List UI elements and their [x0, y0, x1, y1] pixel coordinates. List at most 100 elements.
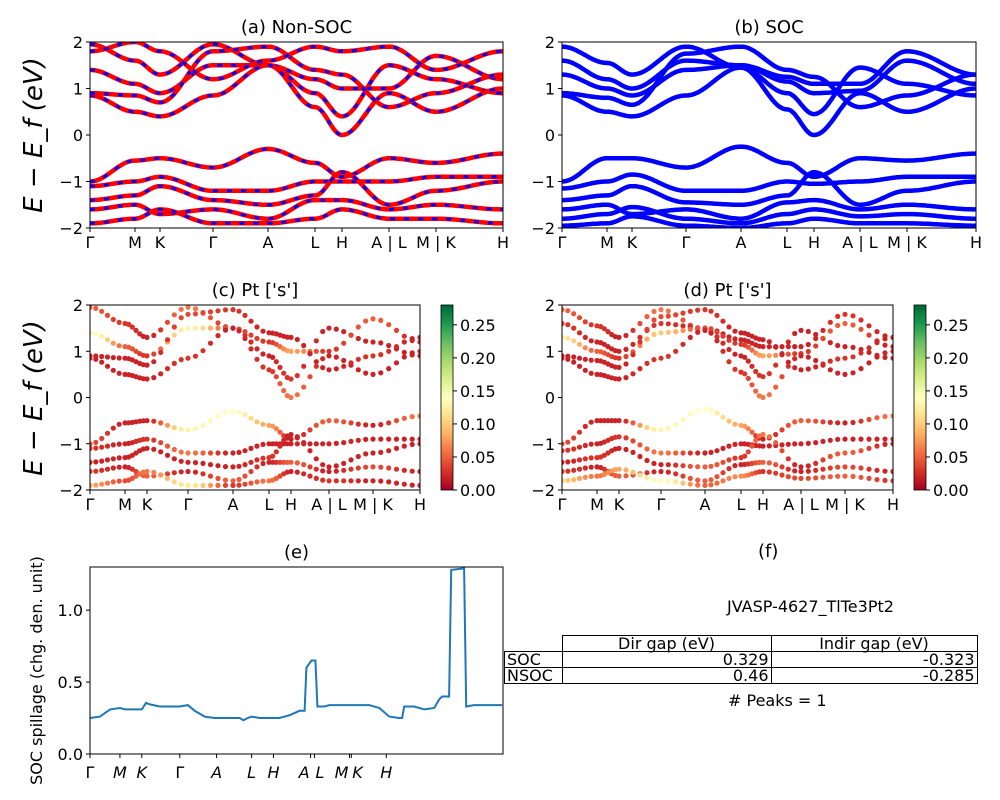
projection-point — [835, 436, 841, 442]
projection-point — [222, 410, 229, 416]
projection-point — [370, 450, 376, 456]
projection-point — [562, 307, 565, 313]
projection-point — [230, 408, 236, 414]
projection-point — [417, 348, 420, 354]
projection-point — [665, 450, 671, 456]
projection-point — [773, 344, 779, 350]
colorbar-tick-label: 0.15 — [933, 382, 969, 401]
projection-point — [702, 464, 708, 470]
projection-point — [248, 339, 254, 345]
x-tick-label: M — [590, 495, 604, 514]
projection-point — [576, 475, 583, 481]
projection-point — [281, 459, 287, 465]
projection-point — [882, 336, 888, 342]
projection-point — [110, 456, 116, 462]
projection-point — [110, 340, 116, 346]
projection-point — [200, 460, 206, 466]
projection-point — [616, 473, 622, 479]
x-tick-label: A — [298, 763, 310, 782]
projection-point — [630, 341, 636, 347]
projection-point — [273, 426, 279, 432]
projection-point — [785, 466, 791, 472]
projection-point — [116, 343, 122, 349]
projection-point — [644, 360, 650, 366]
projection-point — [129, 324, 135, 330]
projection-point — [270, 369, 276, 375]
projection-point — [820, 474, 826, 480]
projection-point — [270, 441, 276, 447]
projection-point — [749, 382, 755, 388]
projection-point — [133, 327, 139, 333]
projection-point — [192, 460, 199, 466]
projection-point — [171, 425, 177, 431]
projection-point — [355, 356, 361, 362]
projection-point — [588, 464, 594, 470]
projection-point — [702, 478, 708, 484]
projection-point — [222, 450, 229, 456]
projection-point — [835, 451, 841, 457]
projection-point — [110, 479, 116, 485]
projection-point — [766, 460, 772, 466]
projection-point — [792, 330, 798, 337]
projection-point — [658, 355, 664, 361]
colorbar-tick-label: 0.15 — [460, 382, 496, 401]
projection-point — [658, 450, 664, 456]
projection-point — [805, 354, 811, 360]
projection-point — [207, 315, 214, 321]
band-line-dashed — [90, 45, 503, 109]
projection-point — [637, 366, 643, 372]
projection-point — [616, 445, 622, 451]
projection-point — [215, 320, 221, 326]
projection-point — [326, 353, 332, 359]
projection-point — [827, 419, 833, 425]
projection-point — [378, 422, 384, 428]
y-tick-label: 1 — [545, 342, 555, 361]
projection-point — [708, 477, 714, 483]
projection-point — [378, 370, 384, 376]
projection-point — [409, 350, 415, 356]
projection-point — [562, 320, 565, 327]
projection-point — [277, 443, 283, 449]
projection-point — [277, 473, 283, 479]
projection-point — [623, 353, 629, 360]
x-tick-label: A — [700, 495, 711, 514]
projection-point — [760, 468, 766, 475]
projection-point — [236, 476, 242, 483]
projection-point — [616, 434, 622, 440]
projection-point — [93, 353, 99, 359]
projection-point — [341, 363, 347, 369]
projection-point — [90, 468, 93, 475]
projection-point — [104, 312, 111, 318]
projection-point — [687, 475, 693, 481]
projection-point — [116, 421, 122, 427]
projection-point — [99, 359, 105, 365]
projection-point — [341, 329, 347, 335]
projection-point — [773, 384, 779, 390]
projection-point — [417, 441, 420, 447]
x-tick-label: A | L — [842, 233, 878, 252]
colorbar-tick-label: 0.20 — [460, 349, 496, 368]
projection-point — [288, 376, 294, 382]
projection-point — [665, 425, 671, 432]
projection-point — [742, 453, 748, 459]
projection-point — [850, 419, 856, 426]
x-tick-label: H — [757, 495, 769, 514]
projection-point — [348, 420, 354, 426]
projection-point — [835, 420, 841, 426]
projection-point — [129, 466, 135, 472]
projection-point — [307, 351, 313, 357]
projection-point — [260, 421, 266, 427]
projection-point — [341, 419, 347, 425]
projection-point — [104, 466, 111, 472]
projection-point — [637, 339, 643, 345]
projection-point — [616, 466, 622, 472]
projection-point — [582, 356, 588, 362]
projection-point — [720, 318, 726, 324]
projection-point — [773, 462, 779, 468]
projection-point — [779, 352, 785, 358]
projection-point — [749, 443, 755, 449]
projection-point — [222, 327, 229, 333]
projection-point — [313, 338, 319, 344]
